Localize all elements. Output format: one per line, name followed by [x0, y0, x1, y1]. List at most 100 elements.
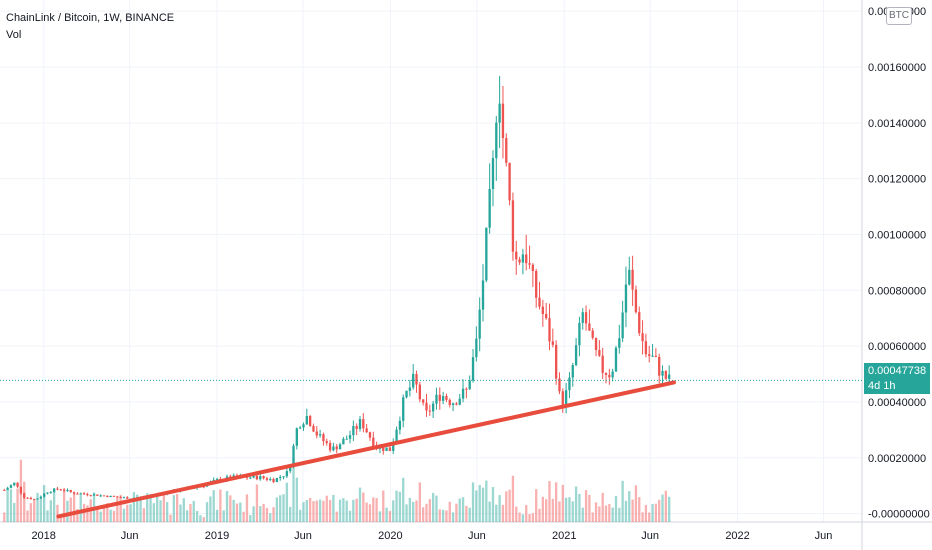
candle-body	[285, 471, 289, 477]
volume-label[interactable]: Vol	[6, 29, 22, 41]
volume-bar	[402, 477, 405, 522]
volume-bar	[468, 507, 471, 522]
time-axis[interactable]: 2018 Jun 2019 Jun 2020 Jun 2021 Jun 2022 Jun	[31, 530, 832, 542]
volume-bar	[501, 504, 505, 522]
volume-bar	[578, 493, 581, 522]
candle-body	[89, 495, 92, 497]
candle-body	[415, 373, 418, 385]
volume-bar	[106, 503, 109, 522]
candle-body	[435, 394, 438, 404]
candle-body	[611, 371, 614, 378]
volume-bar	[614, 495, 618, 522]
candle-body	[302, 424, 305, 428]
volume-bar	[435, 495, 438, 522]
candle-body	[272, 479, 275, 483]
volume-bar	[285, 482, 289, 522]
candle-body	[122, 497, 126, 499]
volume-bar	[574, 486, 578, 522]
symbol-title[interactable]: ChainLink / Bitcoin, 1W, BINANCE	[6, 12, 175, 24]
candle-body	[16, 482, 19, 487]
candle-body	[455, 403, 458, 405]
candle-body	[279, 476, 282, 479]
volume-bar	[478, 484, 481, 522]
volume-bar	[438, 509, 441, 522]
candle-body	[52, 488, 56, 492]
candle-body	[628, 269, 631, 285]
price-tick-label: 0.00120000	[868, 174, 926, 186]
volume-bar	[564, 497, 568, 522]
candle-body	[49, 491, 52, 493]
price-axis[interactable]: -0.00000000 0.00020000 0.00040000 0.0006000…	[868, 6, 930, 520]
volume-bar	[465, 505, 468, 522]
volume-bar	[76, 509, 79, 522]
volume-bar	[245, 494, 249, 522]
time-tick-label: Jun	[294, 530, 312, 542]
candle-body	[388, 447, 392, 451]
candle-body	[445, 396, 448, 400]
bar-countdown: 4d 1h	[868, 380, 896, 392]
volume-bar	[385, 507, 388, 522]
trendline[interactable]	[56, 380, 676, 519]
candle-body	[305, 416, 308, 425]
candle-body	[295, 428, 298, 446]
time-tick-label: 2020	[378, 530, 402, 542]
candle-body	[59, 489, 62, 491]
volume-bar	[69, 497, 72, 522]
candle-body	[13, 482, 16, 486]
currency-badge[interactable]: BTC	[886, 7, 912, 25]
candle-body	[578, 322, 581, 346]
volume-bar	[528, 514, 531, 522]
volume-bar	[189, 504, 192, 522]
volume-bar	[418, 482, 422, 522]
candle-body	[358, 419, 362, 429]
candle-body	[471, 357, 475, 381]
candle-body	[96, 494, 99, 496]
candle-body	[265, 478, 269, 480]
volume-bar	[72, 493, 76, 522]
volume-bar	[279, 495, 282, 522]
candle-body	[604, 372, 608, 375]
volume-bar	[235, 503, 239, 522]
volume-bar	[458, 498, 461, 522]
volume-bar	[249, 515, 252, 522]
candle-body	[478, 309, 481, 339]
volume-bar	[265, 507, 269, 522]
candle-body	[43, 493, 46, 497]
candle-body	[335, 446, 338, 450]
candle-body	[332, 446, 335, 451]
candle-body	[528, 263, 531, 265]
volume-bar	[142, 508, 146, 522]
volume-bar	[521, 514, 525, 522]
volume-bar	[315, 500, 318, 522]
last-price-tag: 0.00047738 4d 1h	[864, 363, 930, 394]
candle-body	[425, 402, 428, 411]
candle-body	[521, 254, 525, 263]
candle-body	[422, 399, 425, 403]
volume-bar	[525, 505, 528, 522]
volume-bar	[149, 494, 152, 522]
candle-body	[558, 378, 561, 392]
candle-body	[69, 489, 72, 493]
candle-body	[36, 498, 39, 500]
volume-bar	[485, 480, 488, 522]
volume-bar	[52, 490, 56, 522]
candle-body	[531, 264, 535, 272]
volume-bar	[9, 489, 13, 522]
time-tick-label: Jun	[815, 530, 833, 542]
time-tick-label: 2022	[725, 530, 749, 542]
candle-body	[62, 489, 66, 491]
volume-bar	[362, 492, 365, 522]
volume-bar	[428, 499, 431, 522]
candle-body	[215, 478, 219, 480]
candle-body	[505, 138, 508, 163]
volume-bar	[634, 485, 638, 522]
candle-body	[86, 493, 89, 496]
candle-body	[372, 437, 375, 447]
candle-body	[614, 347, 618, 372]
volume-bar	[425, 503, 428, 522]
volume-bar	[209, 496, 212, 522]
candle-body	[498, 103, 501, 123]
volume-bar	[491, 487, 495, 522]
candle-body	[634, 289, 638, 313]
